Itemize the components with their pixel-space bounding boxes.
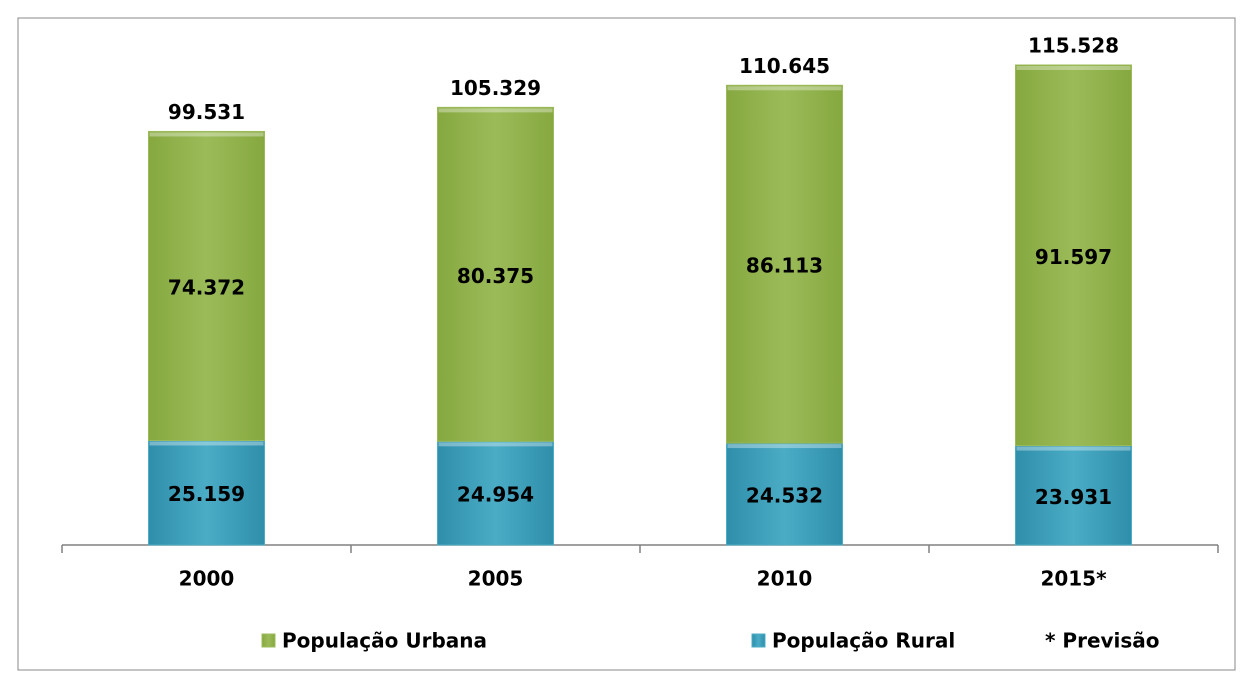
bar-bevel (727, 444, 842, 449)
bar-bevel (149, 132, 264, 137)
segment-label: 23.931 (1035, 485, 1112, 509)
bar-segment (726, 84, 843, 444)
bar-segment (148, 130, 265, 441)
total-label: 99.531 (168, 100, 245, 124)
bar-bevel (1016, 66, 1131, 70)
total-label: 115.528 (1028, 34, 1119, 58)
x-tick-label: 2005 (468, 567, 524, 591)
total-label: 110.645 (739, 54, 830, 78)
segment-label: 24.532 (746, 484, 823, 508)
bar-bevel (149, 441, 264, 446)
legend-label: População Rural (772, 629, 955, 653)
bar-segment (1015, 445, 1132, 546)
segment-label: 25.159 (168, 482, 245, 506)
segment-label: 74.372 (168, 275, 245, 299)
legend-label: População Urbana (282, 629, 487, 653)
bar-bevel (438, 108, 553, 113)
annotation: * Previsão (1045, 629, 1160, 653)
segment-label: 24.954 (457, 483, 534, 507)
x-tick-label: 2015* (1040, 567, 1107, 591)
bar-segment (148, 439, 265, 546)
legend-swatch (261, 633, 276, 648)
legend-swatch (751, 633, 766, 648)
bar-bevel (1016, 446, 1131, 451)
total-label: 105.329 (450, 76, 541, 100)
segment-label: 80.375 (457, 264, 534, 288)
x-tick-label: 2010 (757, 567, 813, 591)
bar-bevel (727, 86, 842, 91)
segment-label: 91.597 (1035, 245, 1112, 269)
x-tick-label: 2000 (179, 567, 235, 591)
bar-bevel (438, 442, 553, 447)
bar-segment (1015, 64, 1132, 447)
bar-segment (726, 442, 843, 546)
segment-label: 86.113 (746, 254, 823, 278)
bar-segment (437, 106, 554, 442)
